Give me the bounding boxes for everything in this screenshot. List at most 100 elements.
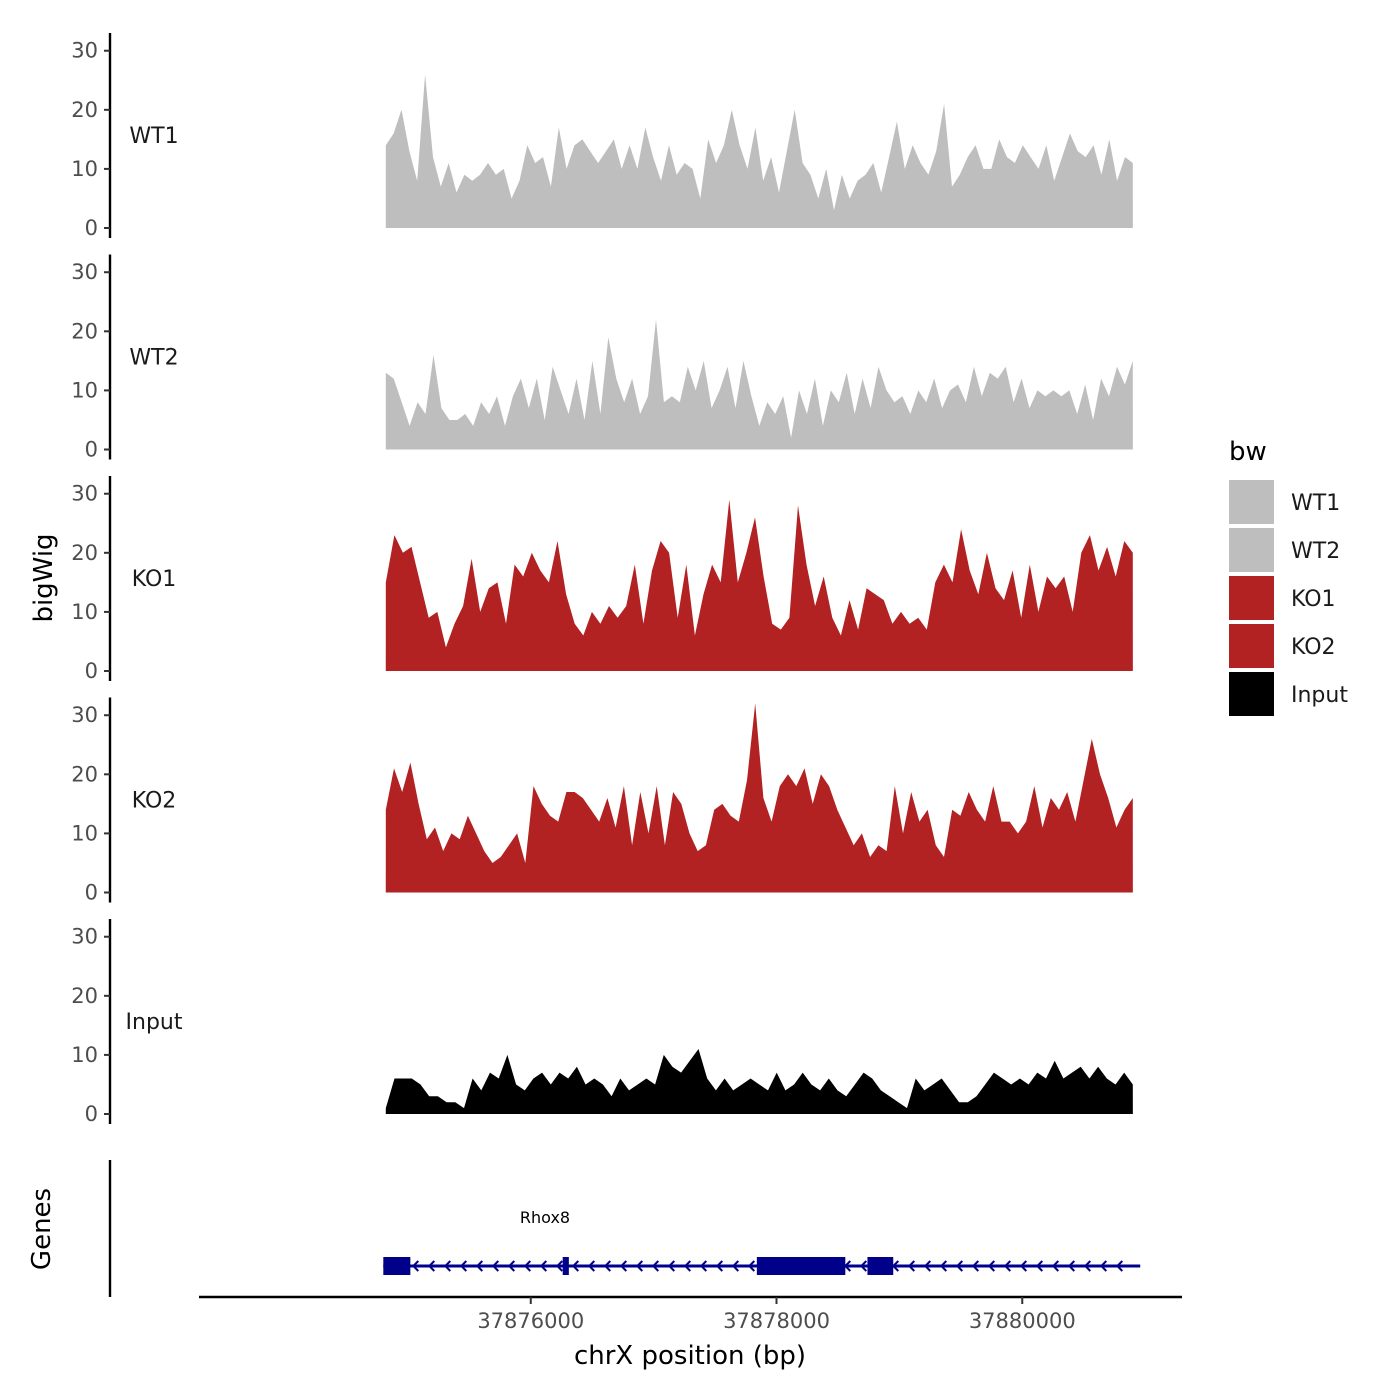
strand-arrow	[507, 1260, 516, 1272]
strand-arrow	[443, 1260, 452, 1272]
strand-arrow	[1003, 1260, 1012, 1272]
gene-label: Rhox8	[520, 1208, 570, 1227]
x-axis-title: chrX position (bp)	[574, 1341, 806, 1371]
area-wt2	[385, 319, 1133, 450]
gene-exon	[867, 1257, 894, 1275]
strand-arrow	[651, 1260, 660, 1272]
legend-key-wt2	[1229, 528, 1274, 572]
strand-arrow	[1067, 1260, 1076, 1272]
legend-key-ko1	[1229, 576, 1274, 620]
y-tick-label: 0	[85, 438, 98, 462]
strand-arrow	[571, 1260, 580, 1272]
legend-label-ko2: KO2	[1291, 635, 1336, 660]
legend-key-input	[1229, 672, 1274, 716]
track-ko2: 0 10 20 30 KO2	[71, 697, 1133, 905]
y-tick-label: 0	[85, 1102, 98, 1126]
strand-arrow	[955, 1260, 964, 1272]
y-tick-label: 30	[71, 260, 98, 284]
y-tick-label: 20	[71, 762, 98, 786]
strand-arrow	[747, 1260, 756, 1272]
x-tick-label: 37876000	[477, 1309, 584, 1333]
strand-arrow	[555, 1260, 564, 1272]
y-tick-label: 0	[85, 216, 98, 240]
y-tick-label: 0	[85, 881, 98, 905]
legend-label-input: Input	[1291, 683, 1348, 708]
strand-arrow	[619, 1260, 628, 1272]
area-input	[385, 1049, 1133, 1114]
strand-arrow	[603, 1260, 612, 1272]
strand-arrow	[539, 1260, 548, 1272]
y-tick-label: 10	[71, 600, 98, 624]
strand-arrow	[699, 1260, 708, 1272]
x-tick-label: 37878000	[723, 1309, 830, 1333]
strand-arrow	[715, 1260, 724, 1272]
genes-axis-title: Genes	[27, 1188, 57, 1270]
y-tick-label: 10	[71, 157, 98, 181]
legend-title: bw	[1229, 437, 1267, 467]
legend-label-wt1: WT1	[1291, 491, 1340, 516]
strand-arrow	[1083, 1260, 1092, 1272]
track-label-wt2: WT2	[129, 346, 178, 371]
strand-arrow	[731, 1260, 740, 1272]
y-tick-label: 20	[71, 541, 98, 565]
strand-arrow	[411, 1260, 420, 1272]
strand-arrow	[667, 1260, 676, 1272]
y-tick-label: 30	[71, 482, 98, 506]
gene-exon	[562, 1257, 569, 1275]
legend-key-wt1	[1229, 480, 1274, 524]
area-wt1	[385, 74, 1133, 229]
y-tick-label: 10	[71, 378, 98, 402]
strand-arrow	[1019, 1260, 1028, 1272]
gene-exon	[756, 1257, 846, 1275]
y-tick-label: 30	[71, 703, 98, 727]
y-tick-label: 10	[71, 1043, 98, 1067]
track-ko1: 0 10 20 30 KO1	[71, 476, 1133, 683]
y-axis-title: bigWig	[29, 533, 59, 622]
signal-tracks: 0 10 20 30 WT1 0 10 20 30 WT2 0 10 20 30 KO1 0 10 20 30 KO2…	[71, 33, 1133, 1126]
y-tick-label: 10	[71, 821, 98, 845]
x-tick-label: 37880000	[969, 1309, 1076, 1333]
strand-arrow	[587, 1260, 596, 1272]
legend: bw WT1 WT2 KO1 KO2 Input	[1229, 437, 1348, 716]
strand-arrow	[923, 1260, 932, 1272]
track-input: 0 10 20 30 Input	[71, 919, 1133, 1126]
legend-label-wt2: WT2	[1291, 539, 1340, 564]
strand-arrow	[971, 1260, 980, 1272]
strand-arrow	[475, 1260, 484, 1272]
gene-exon	[383, 1257, 411, 1275]
x-axis: 37876000 37878000 37880000	[199, 1295, 1182, 1333]
y-tick-label: 0	[85, 659, 98, 683]
legend-label-ko1: KO1	[1291, 587, 1336, 612]
strand-arrow	[1035, 1260, 1044, 1272]
track-label-wt1: WT1	[129, 124, 178, 149]
track-label-ko2: KO2	[132, 789, 177, 814]
area-ko1	[385, 499, 1133, 671]
strand-arrow	[1115, 1260, 1124, 1272]
area-ko2	[385, 703, 1133, 893]
strand-arrow	[427, 1260, 436, 1272]
track-label-ko1: KO1	[132, 567, 177, 592]
y-tick-label: 20	[71, 319, 98, 343]
strand-arrow	[939, 1260, 948, 1272]
legend-key-ko2	[1229, 624, 1274, 668]
track-wt1: 0 10 20 30 WT1	[71, 33, 1133, 240]
strand-arrow	[1099, 1260, 1108, 1272]
strand-arrow	[635, 1260, 644, 1272]
genes-panel: Genes Rhox8	[27, 1160, 1141, 1297]
strand-arrow	[891, 1260, 900, 1272]
strand-arrow	[683, 1260, 692, 1272]
strand-arrow	[491, 1260, 500, 1272]
strand-arrow	[523, 1260, 532, 1272]
track-label-input: Input	[126, 1010, 183, 1035]
strand-arrow	[459, 1260, 468, 1272]
y-tick-label: 20	[71, 984, 98, 1008]
y-tick-label: 20	[71, 98, 98, 122]
strand-arrow	[859, 1260, 868, 1272]
y-tick-label: 30	[71, 39, 98, 63]
strand-arrow	[907, 1260, 916, 1272]
gene-track: Rhox8	[383, 1208, 1141, 1275]
track-wt2: 0 10 20 30 WT2	[71, 254, 1133, 462]
strand-arrow	[1051, 1260, 1060, 1272]
y-tick-label: 30	[71, 925, 98, 949]
